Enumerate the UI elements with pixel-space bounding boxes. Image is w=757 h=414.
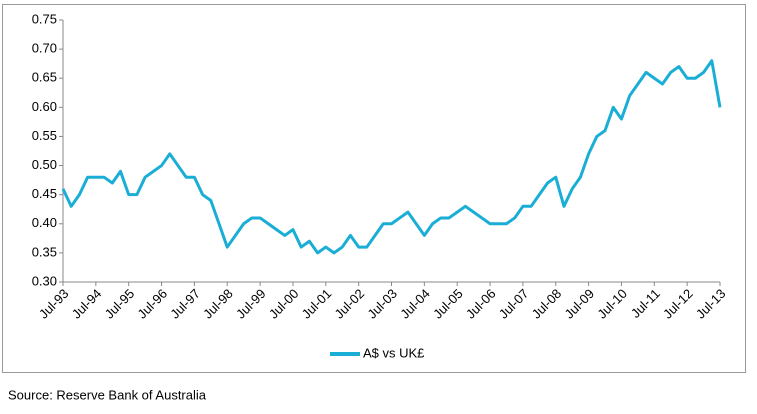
legend-label: A$ vs UK£ bbox=[363, 345, 425, 360]
x-tick-label: Jul-08 bbox=[529, 286, 565, 322]
x-tick-label: Jul-12 bbox=[660, 286, 696, 322]
chart-frame bbox=[2, 4, 746, 373]
x-tick-label: Jul-10 bbox=[594, 286, 630, 322]
x-tick-label: Jul-11 bbox=[628, 286, 663, 321]
x-tick-label: Jul-98 bbox=[200, 286, 236, 322]
x-tick-label: Jul-95 bbox=[102, 286, 138, 322]
x-tick-label: Jul-04 bbox=[397, 286, 433, 322]
x-tick-label: Jul-01 bbox=[299, 286, 335, 322]
data-line bbox=[61, 59, 722, 255]
y-tick-label: 0.30 bbox=[32, 273, 57, 288]
y-tick-label: 0.35 bbox=[32, 244, 57, 259]
x-tick-label: Jul-99 bbox=[233, 286, 269, 322]
source-note: Source: Reserve Bank of Australia bbox=[8, 387, 207, 402]
y-tick-label: 0.75 bbox=[32, 11, 57, 26]
x-tick-label: Jul-96 bbox=[134, 286, 170, 322]
x-tick-label: Jul-02 bbox=[332, 286, 368, 322]
x-tick-label: Jul-97 bbox=[167, 286, 203, 322]
x-tick-label: Jul-94 bbox=[69, 286, 105, 322]
y-tick-label: 0.45 bbox=[32, 186, 57, 201]
y-tick-label: 0.65 bbox=[32, 70, 57, 85]
y-tick-label: 0.50 bbox=[32, 157, 57, 172]
x-tick-label: Jul-13 bbox=[693, 286, 729, 322]
x-tick-label: Jul-06 bbox=[463, 286, 499, 322]
x-tick-label: Jul-05 bbox=[430, 286, 466, 322]
x-tick-label: Jul-00 bbox=[266, 286, 302, 322]
y-tick-label: 0.55 bbox=[32, 128, 57, 143]
y-tick-label: 0.40 bbox=[32, 215, 57, 230]
y-tick-label: 0.70 bbox=[32, 41, 57, 56]
y-tick-label: 0.60 bbox=[32, 99, 57, 114]
x-tick-label: Jul-07 bbox=[496, 286, 532, 322]
x-tick-label: Jul-03 bbox=[364, 286, 400, 322]
x-tick-label: Jul-93 bbox=[36, 286, 72, 322]
x-tick-label: Jul-09 bbox=[561, 286, 597, 322]
